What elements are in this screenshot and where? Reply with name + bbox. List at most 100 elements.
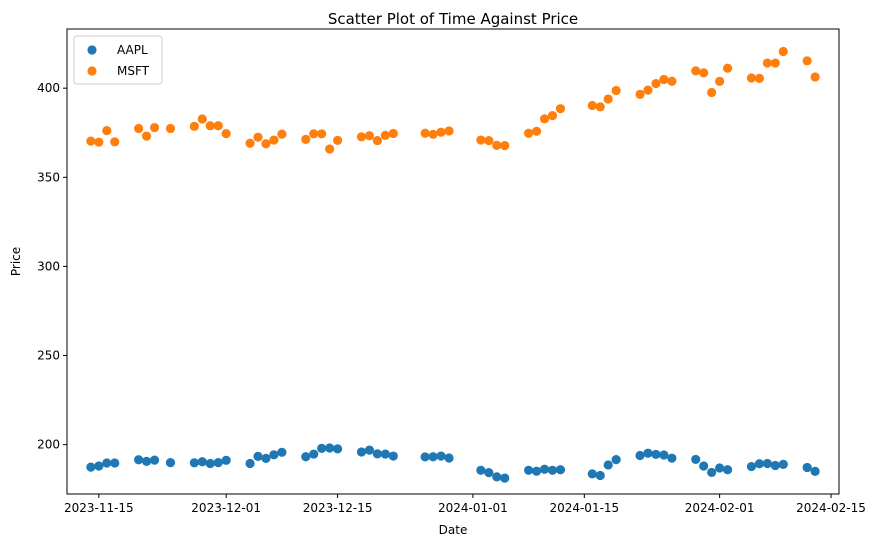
y-tick-label: 400 xyxy=(37,81,60,95)
point-msft-56 xyxy=(754,73,765,83)
point-aapl-56 xyxy=(754,459,765,469)
point-msft-47 xyxy=(651,78,661,89)
point-msft-9 xyxy=(197,114,207,124)
point-msft-23 xyxy=(356,132,367,142)
point-aapl-10 xyxy=(205,458,215,469)
point-aapl-14 xyxy=(253,451,263,461)
point-msft-17 xyxy=(277,129,287,139)
point-msft-10 xyxy=(205,121,215,131)
x-tick-label: 2024-01-15 xyxy=(549,501,619,515)
point-aapl-32 xyxy=(476,465,486,475)
point-msft-25 xyxy=(372,135,382,146)
point-aapl-48 xyxy=(659,450,669,460)
y-tick-label: 250 xyxy=(37,349,60,363)
point-msft-55 xyxy=(746,73,757,83)
point-aapl-60 xyxy=(802,462,812,473)
point-aapl-50 xyxy=(691,454,701,465)
point-msft-35 xyxy=(500,140,510,151)
point-msft-41 xyxy=(587,100,597,111)
point-msft-4 xyxy=(134,123,144,134)
point-msft-32 xyxy=(476,135,486,145)
legend-label-msft: MSFT xyxy=(117,64,150,78)
point-aapl-9 xyxy=(197,457,207,467)
point-aapl-2 xyxy=(102,458,112,468)
point-aapl-22 xyxy=(333,444,343,454)
point-msft-1 xyxy=(94,137,104,147)
point-aapl-5 xyxy=(141,456,152,466)
point-msft-18 xyxy=(301,134,311,144)
point-aapl-44 xyxy=(611,455,621,465)
point-aapl-17 xyxy=(277,447,287,457)
x-tick-label: 2023-12-01 xyxy=(191,501,261,515)
x-tick-label: 2023-11-15 xyxy=(64,501,134,515)
point-msft-33 xyxy=(484,135,494,146)
point-aapl-13 xyxy=(245,458,255,469)
point-aapl-36 xyxy=(524,465,534,475)
x-tick-label: 2023-12-15 xyxy=(303,501,373,515)
point-aapl-46 xyxy=(643,448,653,458)
point-msft-16 xyxy=(269,135,279,145)
point-aapl-40 xyxy=(555,465,566,475)
y-tick-label: 350 xyxy=(37,170,60,184)
point-aapl-42 xyxy=(595,470,605,481)
point-aapl-24 xyxy=(364,445,375,455)
point-aapl-16 xyxy=(269,450,279,460)
point-aapl-20 xyxy=(317,443,327,453)
point-aapl-25 xyxy=(372,449,382,459)
point-msft-46 xyxy=(643,85,653,95)
point-msft-43 xyxy=(603,94,613,104)
point-msft-0 xyxy=(86,136,96,146)
point-msft-61 xyxy=(810,72,820,82)
point-msft-12 xyxy=(221,129,231,139)
point-msft-6 xyxy=(149,122,160,133)
point-msft-19 xyxy=(309,129,319,139)
x-axis-ticks: 2023-11-15 2023-12-01 2023-12-15 2024-01-01… xyxy=(64,494,866,515)
point-msft-8 xyxy=(189,121,199,131)
x-tick-label: 2024-02-01 xyxy=(685,501,755,515)
x-axis-label: Date xyxy=(439,523,468,537)
point-msft-7 xyxy=(165,123,176,134)
point-msft-59 xyxy=(778,46,788,57)
point-msft-48 xyxy=(659,74,669,85)
point-aapl-6 xyxy=(149,455,160,465)
point-msft-49 xyxy=(667,76,677,86)
point-msft-60 xyxy=(802,56,812,66)
point-msft-58 xyxy=(770,58,780,68)
point-aapl-0 xyxy=(86,462,96,472)
point-aapl-1 xyxy=(94,461,104,471)
point-msft-29 xyxy=(428,129,438,139)
legend-marker-msft xyxy=(87,66,97,76)
point-aapl-57 xyxy=(762,458,772,469)
point-msft-21 xyxy=(325,144,335,154)
point-msft-27 xyxy=(388,128,398,139)
legend-marker-aapl xyxy=(87,45,97,55)
point-msft-15 xyxy=(261,139,271,149)
point-aapl-8 xyxy=(189,458,199,468)
point-aapl-52 xyxy=(707,467,717,478)
point-msft-54 xyxy=(722,63,733,73)
point-aapl-45 xyxy=(635,450,645,461)
point-msft-44 xyxy=(611,85,621,96)
point-msft-11 xyxy=(213,121,223,131)
point-msft-24 xyxy=(364,131,375,141)
y-axis-label: Price xyxy=(9,247,23,276)
series-msft xyxy=(86,46,820,154)
point-aapl-43 xyxy=(603,460,613,470)
y-tick-label: 300 xyxy=(37,259,60,273)
point-msft-50 xyxy=(691,66,701,76)
point-aapl-11 xyxy=(213,458,223,468)
point-aapl-58 xyxy=(770,460,780,471)
point-aapl-7 xyxy=(165,458,176,468)
point-aapl-28 xyxy=(420,452,430,462)
point-msft-45 xyxy=(635,89,645,100)
point-msft-13 xyxy=(245,138,255,148)
x-tick-label: 2024-02-15 xyxy=(796,501,866,515)
point-aapl-51 xyxy=(699,461,709,471)
point-msft-31 xyxy=(444,126,454,136)
point-aapl-4 xyxy=(134,455,144,465)
point-msft-51 xyxy=(699,68,709,78)
point-aapl-37 xyxy=(531,466,542,476)
point-aapl-27 xyxy=(388,451,398,461)
point-msft-40 xyxy=(555,104,566,114)
